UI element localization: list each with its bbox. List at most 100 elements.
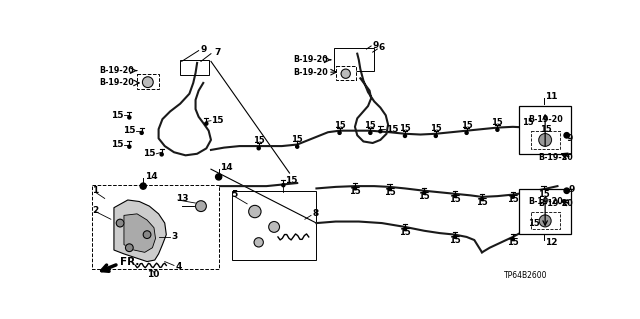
Text: 2: 2 [92,206,99,215]
Text: 15: 15 [399,228,411,237]
Circle shape [205,122,208,125]
Circle shape [128,116,131,119]
Text: 15: 15 [528,219,540,227]
Circle shape [454,195,456,197]
Circle shape [369,131,372,134]
Circle shape [216,174,221,180]
Circle shape [388,188,391,190]
Circle shape [341,69,350,78]
Bar [519,189,572,234]
Circle shape [125,244,133,252]
Circle shape [511,195,515,198]
Text: FR.: FR. [120,256,140,267]
Text: 15: 15 [522,118,534,127]
Circle shape [481,197,484,201]
Text: B-19-20: B-19-20 [538,153,573,162]
Text: 9: 9 [372,41,379,50]
Circle shape [160,153,163,156]
Polygon shape [124,214,156,252]
Text: 4: 4 [175,263,182,271]
Text: 15: 15 [253,136,264,145]
Text: 5: 5 [231,190,237,199]
Text: 7: 7 [214,48,220,57]
Text: 3: 3 [171,232,177,241]
Text: 9: 9 [568,185,575,195]
Text: 15: 15 [143,149,156,158]
Text: TP64B2600: TP64B2600 [504,271,547,280]
Text: 15: 15 [430,124,442,133]
Circle shape [353,187,356,190]
Bar [92,185,220,269]
Bar [531,212,559,229]
Text: 15: 15 [111,111,123,120]
Text: 15: 15 [507,238,518,247]
Circle shape [540,215,551,227]
Circle shape [143,231,151,239]
Text: 15: 15 [291,135,303,144]
Text: 15: 15 [386,125,398,134]
Text: 12: 12 [545,238,557,247]
Text: B-19-20: B-19-20 [293,55,328,64]
Bar [180,60,209,75]
Text: 15: 15 [419,192,430,201]
Bar [137,74,159,89]
Circle shape [539,134,552,146]
Text: B-19-20: B-19-20 [293,68,328,77]
Circle shape [249,205,261,218]
Text: 10: 10 [147,270,159,279]
Text: 14: 14 [145,172,157,182]
Circle shape [527,128,530,131]
Text: B-19-20: B-19-20 [99,78,134,87]
Bar [531,131,559,149]
Text: 15: 15 [123,126,136,135]
Text: 15: 15 [492,118,503,127]
Text: 15: 15 [364,121,376,130]
Circle shape [454,235,456,238]
Polygon shape [114,200,166,262]
Text: 15: 15 [111,140,123,149]
Circle shape [140,131,143,134]
Circle shape [282,184,285,187]
Circle shape [140,183,147,189]
Text: 15: 15 [285,176,298,185]
Text: 13: 13 [175,194,188,203]
Text: 14: 14 [220,163,233,172]
Text: 15: 15 [449,195,461,204]
Circle shape [511,238,515,241]
Circle shape [554,220,559,226]
Circle shape [338,131,341,134]
Bar [519,106,572,154]
Text: 15: 15 [538,190,550,199]
Text: 9: 9 [566,134,573,143]
Circle shape [116,219,124,227]
Text: B-19-20: B-19-20 [538,199,573,208]
Text: 11: 11 [545,92,557,100]
Circle shape [422,191,426,195]
Text: 15: 15 [384,188,396,197]
Text: B-19-20: B-19-20 [528,115,563,124]
Text: 15: 15 [540,125,552,134]
Circle shape [564,133,570,138]
Text: 15: 15 [507,196,518,204]
Circle shape [496,128,499,131]
Text: 9: 9 [201,45,207,54]
Text: 15: 15 [349,187,361,196]
Circle shape [534,220,538,223]
Circle shape [542,190,545,193]
Circle shape [143,77,153,87]
Bar [232,191,316,260]
Circle shape [465,131,468,134]
Circle shape [257,147,260,150]
Text: 6: 6 [379,43,385,52]
Text: 1: 1 [92,186,99,195]
Text: 8: 8 [312,209,319,218]
Bar [334,48,374,70]
Circle shape [435,134,437,137]
Text: 15: 15 [449,235,461,245]
Text: 15: 15 [476,198,488,207]
Circle shape [296,145,299,148]
Circle shape [564,188,570,193]
Circle shape [403,227,406,231]
Circle shape [196,201,206,211]
Text: 15: 15 [399,124,411,133]
